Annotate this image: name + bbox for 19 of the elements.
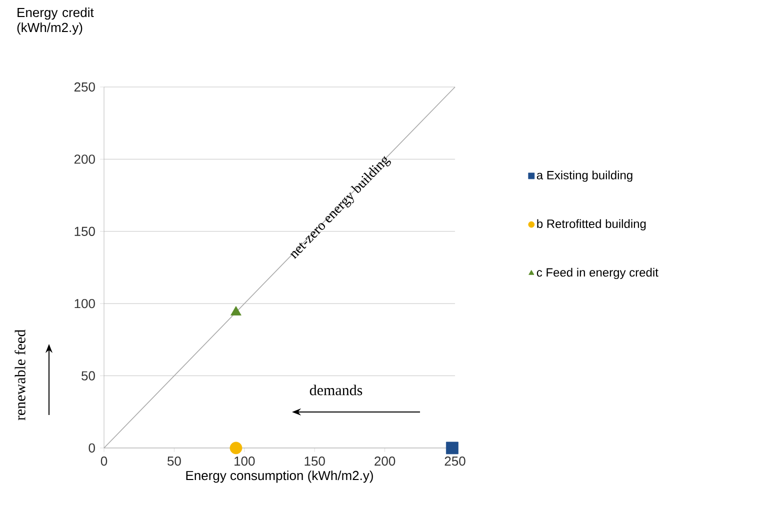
legend-label: b Retrofitted building: [537, 219, 646, 230]
y-axis-title: Energy credit (kWh/m2.y): [17, 8, 94, 35]
text: renewable feed: [14, 330, 26, 420]
x-tick-label: 200: [374, 456, 396, 466]
y-tick-label: 50: [82, 371, 95, 380]
x-axis-title: Energy consumption (kWh/m2.y): [186, 470, 373, 483]
y-tick-label: 100: [74, 298, 95, 308]
x-tick-label: 0: [100, 456, 108, 466]
x-tick-label: 100: [234, 456, 255, 466]
y-tick-label: 0: [88, 443, 95, 453]
legend-label: a Existing building: [536, 170, 632, 182]
y-tick-label: 200: [74, 154, 95, 164]
annotation: demands: [310, 384, 362, 396]
legend-label: c Feed in energy credit: [536, 268, 658, 280]
x-tick-label: 250: [444, 456, 466, 466]
y-tick-label: 150: [74, 226, 95, 236]
x-tick-label: 50: [167, 456, 181, 466]
x-tick-label: 150: [304, 456, 325, 466]
y-tick-label: 250: [74, 82, 95, 92]
